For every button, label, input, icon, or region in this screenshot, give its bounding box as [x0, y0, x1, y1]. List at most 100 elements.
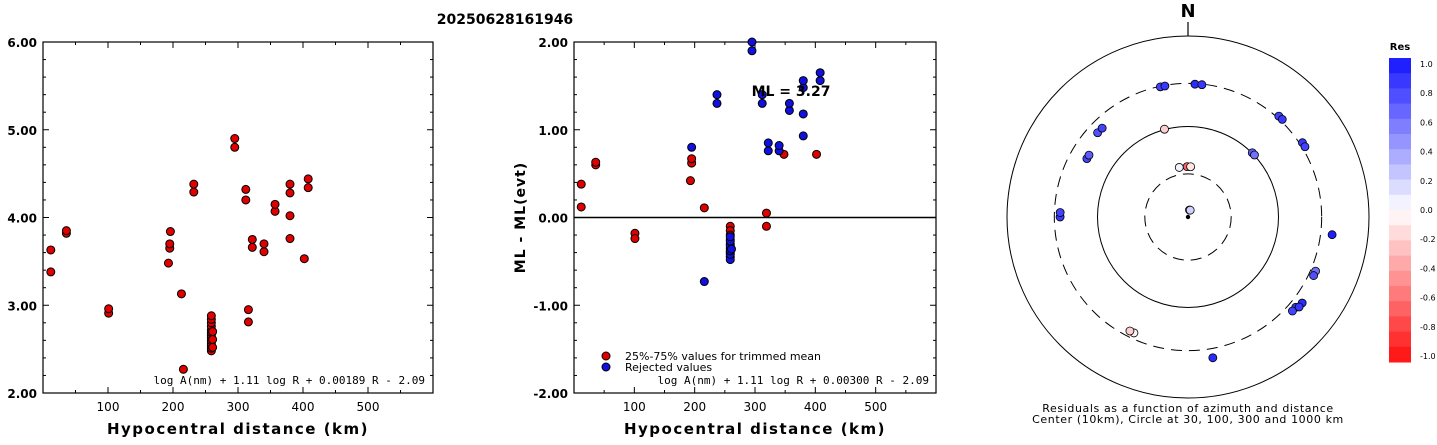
- data-point: [241, 195, 251, 205]
- data-point: [285, 234, 295, 244]
- x-tick-label: 200: [162, 400, 185, 414]
- y-tick-label: 0.00: [538, 212, 568, 226]
- data-point: [208, 334, 218, 344]
- station-residual-point: [1186, 162, 1196, 172]
- station-residual-point: [1197, 80, 1207, 90]
- caption-line-1: Residuals as a function of azimuth and d…: [1042, 402, 1333, 415]
- colorbar-cell: [1389, 149, 1411, 165]
- data-point: [699, 203, 709, 213]
- colorbar-cell: [1389, 194, 1411, 211]
- colorbar-cell: [1389, 73, 1411, 89]
- colorbar-cell: [1389, 255, 1411, 272]
- colorbar-cell: [1389, 240, 1411, 257]
- data-point: [243, 317, 253, 327]
- x-axis-label: Hypocentral distance (km): [107, 420, 369, 438]
- legend-marker: [601, 351, 611, 361]
- colorbar-cell: [1389, 103, 1411, 120]
- station-residual-point: [1174, 163, 1184, 172]
- station-residual-point: [1160, 81, 1170, 91]
- formula-label: log A(nm) + 1.11 log R + 0.00189 R - 2.0…: [153, 374, 425, 387]
- data-point: [712, 98, 722, 108]
- y-tick-label: 6.00: [7, 36, 37, 50]
- x-tick-label: 400: [804, 400, 827, 414]
- data-point: [259, 247, 269, 257]
- data-point: [774, 141, 784, 151]
- data-point: [687, 154, 697, 164]
- colorbar-cell: [1389, 210, 1411, 226]
- x-tick-label: 100: [97, 400, 120, 414]
- colorbar-tick-label: 0.4: [1420, 148, 1433, 157]
- data-point: [763, 146, 773, 156]
- data-point: [798, 131, 808, 141]
- data-point: [178, 364, 188, 374]
- data-point: [798, 109, 808, 119]
- data-point: [208, 342, 218, 352]
- colorbar-cell: [1389, 331, 1411, 348]
- y-tick-label: 4.00: [7, 212, 37, 226]
- data-point: [61, 226, 71, 236]
- x-tick-label: 300: [227, 400, 250, 414]
- colorbar-tick-label: -0.2: [1420, 235, 1436, 244]
- station-residual-point: [1084, 150, 1094, 160]
- data-point: [165, 227, 175, 237]
- colorbar-cell: [1389, 301, 1411, 317]
- data-point: [46, 245, 56, 255]
- x-tick-label: 500: [357, 400, 380, 414]
- magnitude-annotation: ML = 3.27: [752, 84, 831, 100]
- data-point: [241, 184, 251, 194]
- colorbar-cell: [1389, 286, 1411, 302]
- data-point: [798, 76, 808, 86]
- data-point: [208, 327, 218, 337]
- data-point: [630, 234, 640, 244]
- data-point: [761, 221, 771, 231]
- colorbar-cell: [1389, 225, 1411, 241]
- data-point: [812, 149, 822, 159]
- colorbar-tick-label: 0.2: [1420, 177, 1433, 186]
- y-tick-label: 1.00: [538, 124, 568, 138]
- data-point: [247, 242, 257, 252]
- center-dot: [1185, 214, 1191, 220]
- data-point: [46, 267, 56, 277]
- data-point: [189, 179, 199, 189]
- station-residual-point: [1097, 123, 1107, 133]
- legend-label: 25%-75% values for trimmed mean: [625, 350, 821, 363]
- north-label: N: [1180, 1, 1195, 22]
- data-point: [784, 98, 794, 108]
- data-point: [285, 179, 295, 189]
- y-tick-label: 2.00: [538, 36, 568, 50]
- colorbar-tick-label: 0.8: [1420, 89, 1433, 98]
- data-point: [687, 142, 697, 152]
- data-point: [591, 157, 601, 167]
- y-tick-label: -1.00: [533, 299, 568, 313]
- data-point: [303, 174, 313, 184]
- station-residual-point: [1160, 124, 1169, 134]
- colorbar-tick-label: -0.6: [1420, 294, 1436, 303]
- caption-line-2: Center (10km), Circle at 30, 100, 300 an…: [1032, 413, 1344, 426]
- data-point: [206, 311, 216, 321]
- data-point: [763, 138, 773, 148]
- legend-marker: [601, 362, 611, 372]
- colorbar-cell: [1389, 346, 1411, 363]
- data-point: [104, 304, 114, 314]
- data-point: [176, 289, 186, 299]
- plot-frame: [42, 41, 434, 394]
- data-point: [815, 68, 825, 78]
- colorbar-title: Res: [1390, 42, 1410, 53]
- figure-title: 20250628161946: [437, 12, 573, 28]
- station-residual-point: [1309, 271, 1319, 280]
- station-residual-point: [1208, 353, 1218, 363]
- colorbar-tick-label: 0.6: [1420, 118, 1433, 127]
- data-point: [757, 98, 767, 108]
- colorbar-cell: [1389, 179, 1411, 196]
- formula-label: log A(nm) + 1.11 log R + 0.00300 R - 2.0…: [657, 374, 929, 387]
- colorbar-tick-label: -0.8: [1420, 323, 1436, 332]
- station-residual-point: [1277, 114, 1287, 124]
- data-point: [247, 234, 257, 244]
- station-residual-point: [1055, 208, 1065, 217]
- station-residual-point: [1327, 230, 1337, 240]
- data-point: [757, 90, 767, 100]
- y-tick-label: 5.00: [7, 124, 37, 138]
- legend-label: Rejected values: [625, 361, 712, 374]
- data-point: [285, 211, 295, 221]
- data-point: [699, 277, 709, 287]
